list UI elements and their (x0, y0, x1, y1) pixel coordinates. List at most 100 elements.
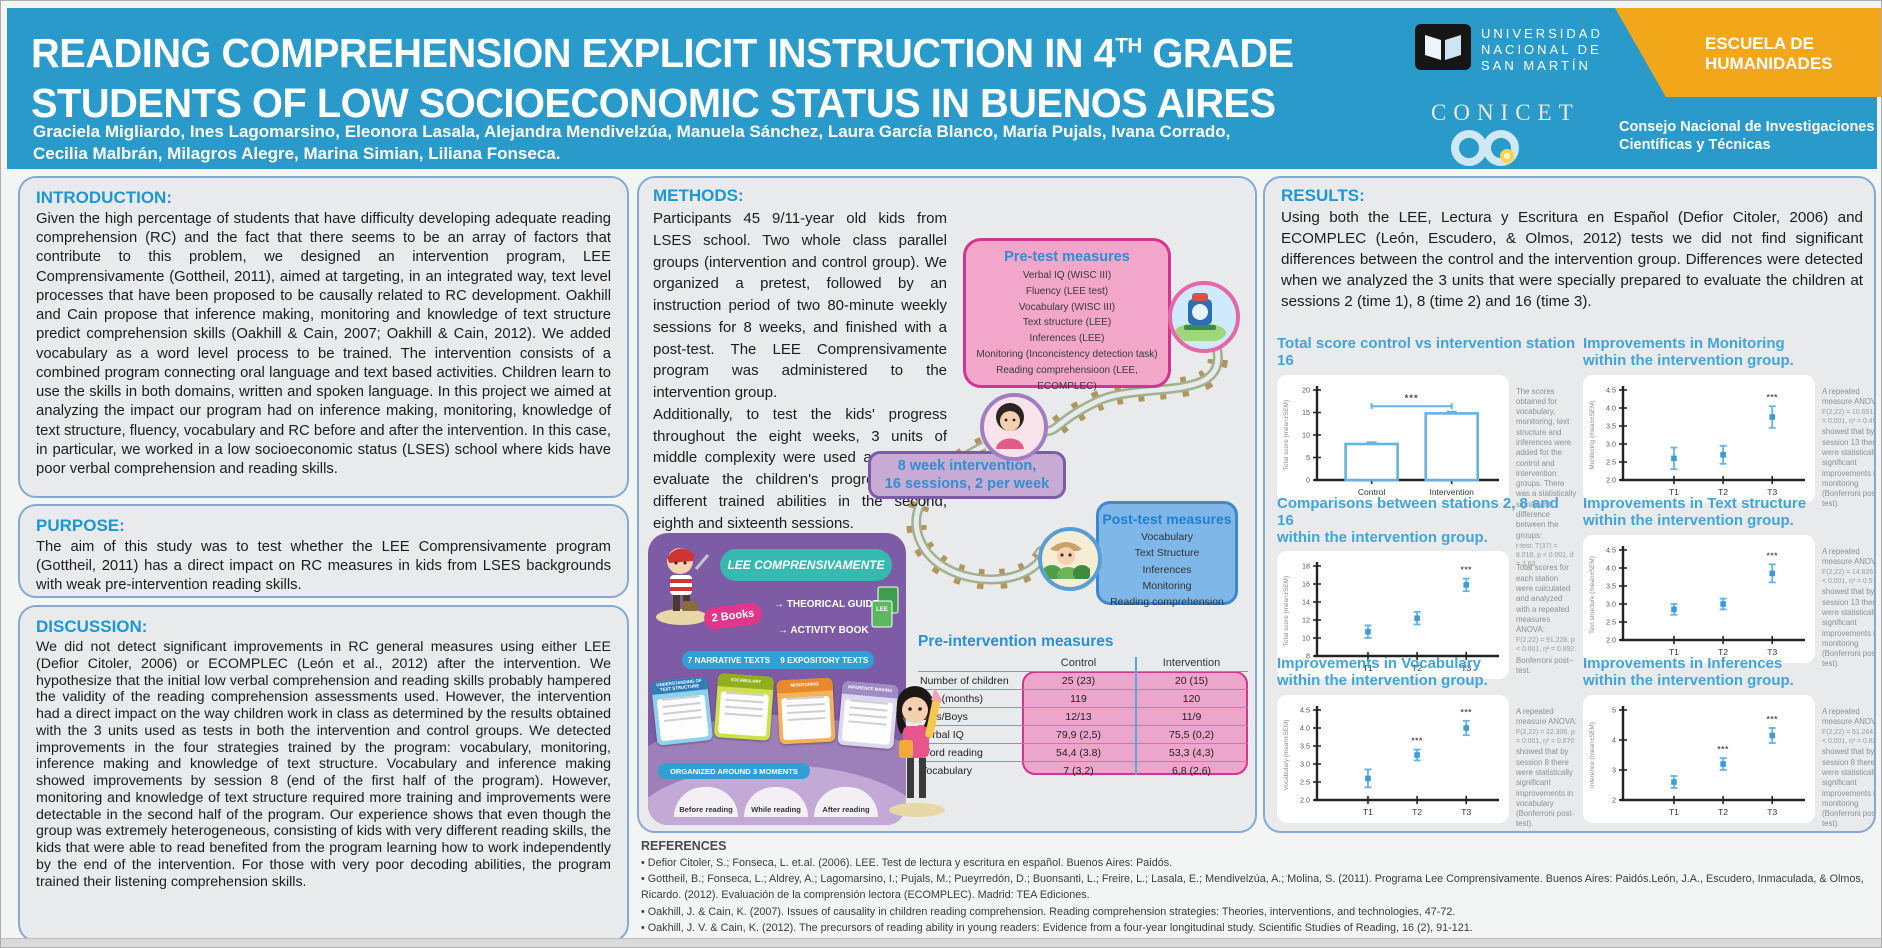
pretest-title: Pre-test measures (1004, 249, 1130, 265)
svg-text:Monitoring (mean±SEM): Monitoring (mean±SEM) (1589, 400, 1596, 469)
svg-text:2.5: 2.5 (1606, 617, 1616, 626)
table-row: Word reading 54,4 (3.8) 53,3 (4,3) (918, 743, 1248, 761)
svg-text:T2: T2 (1718, 647, 1728, 657)
reference-item: • Oakhill, J. V. & Cain, K. (2012). The … (641, 921, 1473, 934)
chart-text-structure: Improvements in Text structure within the… (1583, 495, 1874, 668)
chart-plot: 0 5 10 15 20 Control Intervention *** Total scor… (1277, 374, 1509, 503)
svg-text:Text structure (mean±SEM): Text structure (mean±SEM) (1589, 556, 1596, 634)
svg-text:Inference (mean±SEM): Inference (mean±SEM) (1589, 722, 1596, 788)
svg-text:8: 8 (1306, 652, 1310, 661)
svg-text:2: 2 (1612, 795, 1616, 804)
escuela-line2: HUMANIDADES (1705, 54, 1833, 73)
discussion-body: We did not detect significant improvemen… (36, 639, 611, 890)
svg-text:12: 12 (1302, 616, 1310, 625)
chart-plot: 2.0 2.5 3.0 3.5 4.0 4.5 T1 T2 T3 *** *** Vocabulary… (1277, 694, 1509, 823)
methods-text-block: METHODS: Participants 45 9/11-year old k… (653, 186, 947, 534)
arrow-icon: → (774, 599, 787, 610)
pretest-item: Reading comprehensioon (LEE, ECOMPLEC) (996, 364, 1138, 392)
methods-panel: METHODS: Participants 45 9/11-year old k… (637, 176, 1257, 833)
pre-intervention-table: Control Intervention Number of children … (918, 655, 1248, 777)
chart-plot: 2 3 4 5 T1 T2 T3 *** *** Inference (mean±SEM) (1583, 694, 1815, 823)
svg-text:16: 16 (1302, 580, 1310, 589)
svg-text:T1: T1 (1669, 647, 1679, 657)
pre-intervention-title: Pre-intervention measures (918, 633, 1114, 650)
svg-text:Vocabulary (mean±SEM): Vocabulary (mean±SEM) (1283, 719, 1290, 790)
lee-books-icon: LEE (870, 585, 900, 636)
chart-stations-comparison: Comparisons between stations 2, 8 and 16… (1277, 495, 1577, 680)
activity-book-label: → ACTIVITY BOOK (778, 625, 869, 636)
svg-text:T2: T2 (1718, 807, 1728, 817)
monitoring-card: MONITORING (776, 677, 836, 745)
methods-heading: METHODS: (653, 186, 744, 205)
authors-line1: Graciela Migliardo, Ines Lagomarsino, El… (33, 122, 1231, 141)
table-row: Vocabulary 7 (3,2) 6,8 (2,6) (918, 761, 1248, 779)
introduction-panel: INTRODUCTION: Given the high percentage … (18, 176, 629, 498)
pretest-item: Text structure (LEE) (1022, 317, 1112, 329)
results-panel: RESULTS: Using both the LEE, Lectura y E… (1263, 176, 1876, 833)
svg-text:T3: T3 (1767, 487, 1777, 497)
table-row: Girls/Boys 12/13 11/9 (918, 707, 1248, 725)
svg-text:T3: T3 (1767, 807, 1777, 817)
intervention-badge: 8 week intervention, 16 sessions, 2 per … (868, 451, 1066, 499)
references-block: REFERENCES • Defior Citoler, S.; Fonseca… (641, 839, 1871, 936)
svg-text:2.5: 2.5 (1606, 457, 1616, 466)
posttest-item: Reading comprehension (1110, 596, 1224, 609)
svg-text:15: 15 (1302, 408, 1310, 417)
svg-text:10: 10 (1302, 430, 1310, 439)
intervention-badge-line1: 8 week intervention, (897, 457, 1037, 474)
chart-annotation: The scores obtained for vocabulary, moni… (1516, 386, 1577, 569)
chart-title: Improvements in Text structure within the… (1583, 495, 1807, 529)
svg-text:Control: Control (1358, 487, 1386, 497)
pretest-item: Fluency (LEE test) (1025, 285, 1109, 297)
chart-annotation: A repeated measure ANOVA:F(2,22) = 51.26… (1822, 706, 1876, 829)
svg-text:3.0: 3.0 (1606, 439, 1616, 448)
table-header-row: Control Intervention (918, 655, 1248, 671)
chart-title: Comparisons between stations 2, 8 and 16… (1277, 495, 1559, 546)
svg-text:2.0: 2.0 (1606, 475, 1616, 484)
conicet-logo: CONICET (1431, 100, 1591, 177)
chart-annotation: A repeated measure ANOVA:F(2,22) = 14.82… (1822, 546, 1876, 669)
pretest-item: Verbal IQ (WISC III) (1022, 270, 1112, 281)
introduction-body: Given the high percentage of students th… (36, 211, 611, 478)
pre-intervention-table-block: Pre-intervention measures Control Interv… (918, 633, 1248, 777)
svg-text:4: 4 (1612, 735, 1616, 744)
svg-text:4.5: 4.5 (1606, 385, 1616, 394)
svg-text:***: *** (1767, 550, 1779, 560)
moments-pill: ORGANIZED AROUND 3 MOMENTS (658, 763, 810, 779)
svg-text:T1: T1 (1363, 807, 1373, 817)
posttest-measures-box: Post-test measures Vocabulary Text Struc… (1096, 501, 1238, 608)
svg-text:2.5: 2.5 (1300, 777, 1310, 786)
svg-text:T1: T1 (1669, 487, 1679, 497)
svg-text:0: 0 (1306, 475, 1310, 484)
svg-text:2.0: 2.0 (1300, 795, 1310, 804)
svg-text:***: *** (1405, 393, 1419, 404)
theorical-guide-label: → THEORICAL GUIDE (774, 599, 880, 610)
chart-annotation: A repeated measure ANOVA:F(2,22) = 10.65… (1822, 386, 1876, 509)
svg-text:***: *** (1461, 565, 1473, 575)
chart-plot: 8 10 12 14 16 18 T1 T2 T3 *** Total score (mean±SE… (1277, 551, 1509, 680)
unsam-logo: UNIVERSIDAD NACIONAL DE SAN MARTÍN (1415, 24, 1603, 75)
svg-text:T3: T3 (1461, 807, 1471, 817)
reference-item: • Gottheil, B.; Fonseca, L.; Aldrey, A.;… (641, 873, 1864, 902)
svg-text:3: 3 (1612, 765, 1616, 774)
poster-title-line2: STUDENTS OF LOW SOCIOECONOMIC STATUS IN … (31, 80, 1276, 126)
header-banner: READING COMPREHENSION EXPLICIT INSTRUCTI… (7, 8, 1881, 169)
svg-text:T2: T2 (1412, 807, 1422, 817)
svg-text:3.0: 3.0 (1606, 599, 1616, 608)
posttest-item: Vocabulary (1141, 531, 1193, 543)
svg-text:Total score (mean±SEM): Total score (mean±SEM) (1283, 576, 1290, 646)
teacher-avatar-icon (980, 393, 1048, 461)
results-body: Using both the LEE, Lectura y Escritura … (1281, 209, 1863, 310)
posttest-item: Inferences (1142, 563, 1192, 576)
svg-text:4.5: 4.5 (1300, 705, 1310, 714)
discussion-heading: DISCUSSION: (36, 617, 148, 636)
purpose-panel: PURPOSE: The aim of this study was to te… (18, 504, 629, 598)
chart-annotation: A repeated measure ANOVA: F(2,22) = 22.30… (1516, 706, 1577, 829)
reference-item: • Defior Citoler, S.; Fonseca, L. et.al.… (641, 857, 1173, 869)
purpose-heading: PURPOSE: (36, 516, 125, 535)
book-icon (1415, 24, 1471, 75)
svg-text:4.0: 4.0 (1300, 723, 1310, 732)
results-heading: RESULTS: (1281, 186, 1365, 205)
svg-text:4.0: 4.0 (1606, 403, 1616, 412)
table-row: Age (months) 119 120 (918, 689, 1248, 707)
